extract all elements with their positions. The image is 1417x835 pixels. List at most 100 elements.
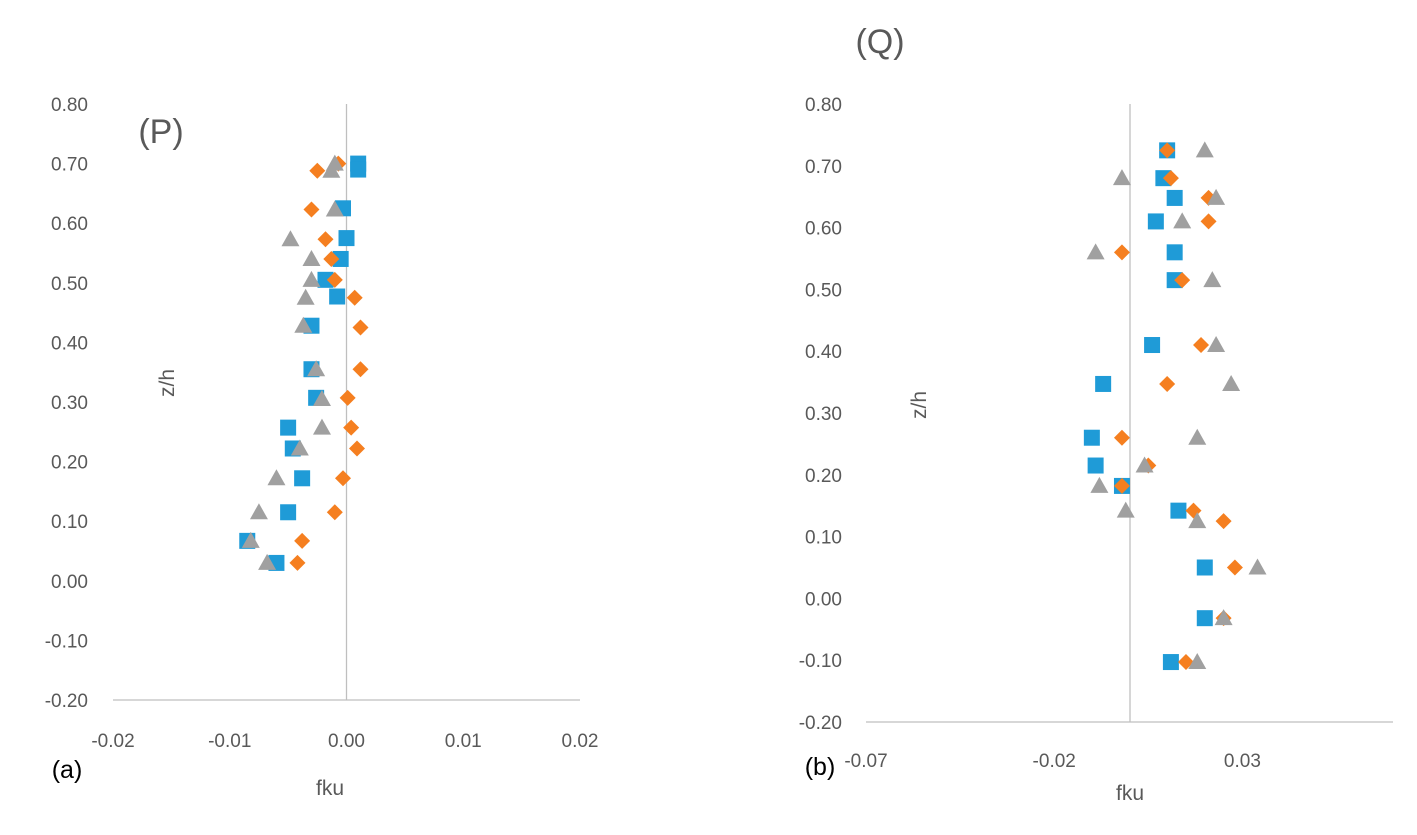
triangle-marker <box>1214 609 1233 626</box>
diamond-marker <box>346 289 363 306</box>
triangle-marker <box>281 230 300 247</box>
y-tick-label-b: -0.20 <box>799 713 842 734</box>
y-tick-label-a: -0.20 <box>45 691 88 712</box>
diamond-marker <box>1215 513 1232 530</box>
diamond-marker <box>1226 559 1243 576</box>
triangle-marker <box>325 200 344 217</box>
diamond-marker <box>1174 272 1191 289</box>
y-tick-label-b: 0.40 <box>805 342 842 363</box>
y-tick-label-a: 0.60 <box>51 214 88 235</box>
x-tick-label-a: 0.02 <box>562 731 599 752</box>
diamond-marker <box>326 271 343 288</box>
y-tick-label-a: 0.80 <box>51 95 88 116</box>
square-marker <box>1162 654 1179 671</box>
x-tick-label-b: 0.03 <box>1224 751 1261 772</box>
x-tick-label-b: -0.07 <box>844 751 887 772</box>
diamond-marker <box>317 231 334 248</box>
triangle-marker <box>1188 653 1207 670</box>
square-marker <box>1147 213 1164 230</box>
y-tick-label-a: 0.70 <box>51 155 88 176</box>
diamond-marker <box>343 419 360 436</box>
triangle-marker <box>302 249 321 266</box>
y-tick-label-b: 0.20 <box>805 466 842 487</box>
y-tick-label-b: 0.00 <box>805 589 842 610</box>
square-marker <box>1083 429 1100 446</box>
triangle-marker <box>1188 512 1207 529</box>
y-tick-label-b: 0.10 <box>805 528 842 549</box>
triangle-marker <box>1086 243 1105 260</box>
square-marker <box>280 419 297 436</box>
square-marker <box>1196 610 1213 627</box>
triangle-marker <box>294 316 313 333</box>
triangle-marker <box>249 503 268 520</box>
diamond-marker <box>1159 142 1176 159</box>
triangle-marker <box>1112 169 1131 186</box>
panel-label-b: (b) <box>805 753 836 781</box>
diamond-marker <box>352 361 369 378</box>
square-marker <box>1087 457 1104 474</box>
triangle-marker <box>1188 428 1207 445</box>
x-tick-label-a: 0.01 <box>445 731 482 752</box>
triangle-marker <box>1173 212 1192 229</box>
triangle-marker <box>1135 456 1154 473</box>
triangle-marker <box>1222 374 1241 391</box>
triangle-marker <box>1207 188 1226 205</box>
y-tick-label-a: 0.10 <box>51 512 88 533</box>
y-tick-label-a: 0.00 <box>51 572 88 593</box>
diamond-marker <box>349 440 366 457</box>
square-marker <box>294 470 311 487</box>
triangle-marker <box>322 161 341 178</box>
triangle-marker <box>1090 476 1109 493</box>
square-marker <box>338 230 355 247</box>
x-tick-label-a: -0.02 <box>91 731 134 752</box>
x-axis-title-b: fku <box>1116 782 1144 805</box>
y-tick-label-a: 0.30 <box>51 393 88 414</box>
chart-title-a: (P) <box>138 113 183 151</box>
diamond-marker <box>352 319 369 336</box>
diamond-marker <box>1162 170 1179 187</box>
y-tick-label-b: 0.50 <box>805 280 842 301</box>
diamond-marker <box>1159 375 1176 392</box>
diamond-marker <box>1193 337 1210 354</box>
square-marker <box>332 250 349 267</box>
diamond-marker <box>339 389 356 406</box>
triangle-marker <box>1248 558 1267 575</box>
triangle-marker <box>312 390 331 407</box>
triangle-marker <box>258 553 277 570</box>
y-tick-label-a: -0.10 <box>45 631 88 652</box>
x-axis-title-a: fku <box>316 777 344 800</box>
y-axis-title-b: z/h <box>908 391 931 419</box>
x-tick-label-b: -0.02 <box>1033 751 1076 772</box>
y-tick-label-b: 0.70 <box>805 157 842 178</box>
triangle-marker <box>312 418 331 435</box>
triangle-marker <box>1116 501 1135 518</box>
y-tick-label-b: 0.60 <box>805 219 842 240</box>
triangle-marker <box>290 439 309 456</box>
diamond-marker <box>1200 213 1217 230</box>
triangle-marker <box>296 288 315 305</box>
y-tick-label-a: 0.50 <box>51 274 88 295</box>
square-marker <box>1095 375 1112 392</box>
diamond-marker <box>309 162 326 179</box>
chart-panel-a: (P) (a) fku z/h -0.20 -0.10 0.00 0.10 0.20 0.… <box>45 95 599 800</box>
x-tick-label-a: -0.01 <box>208 731 251 752</box>
diamond-marker <box>289 554 306 571</box>
y-tick-label-b: 0.30 <box>805 404 842 425</box>
chart-title-b: (Q) <box>855 23 904 61</box>
square-marker <box>317 271 334 288</box>
square-marker <box>350 161 367 178</box>
triangle-marker <box>267 469 286 486</box>
y-axis-title-a: z/h <box>156 369 179 397</box>
diamond-marker <box>1113 429 1130 446</box>
square-marker <box>1166 244 1183 261</box>
y-tick-label-a: 0.20 <box>51 453 88 474</box>
diamond-marker <box>303 201 320 218</box>
diamond-marker <box>326 504 343 521</box>
triangle-marker <box>1203 271 1222 288</box>
panel-label-a: (a) <box>52 756 83 784</box>
chart-panel-b: (Q) (b) fku z/h -0.20 -0.10 0.00 0.10 0.20 0.… <box>799 23 1393 805</box>
square-marker <box>1166 189 1183 206</box>
triangle-marker <box>241 531 260 548</box>
y-tick-label-b: -0.10 <box>799 651 842 672</box>
